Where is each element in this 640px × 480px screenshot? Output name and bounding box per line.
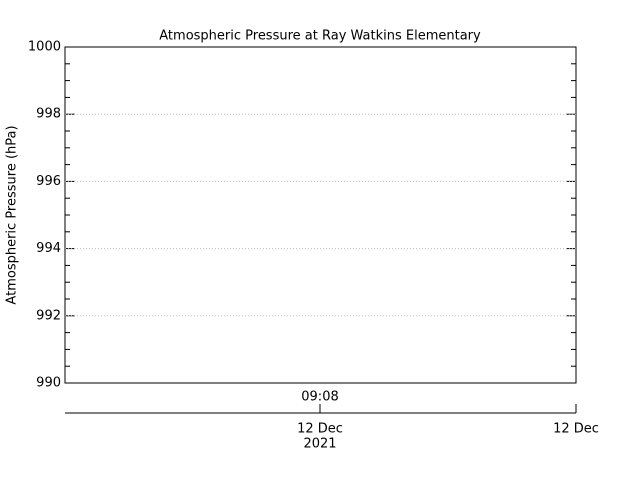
y-tick-label: 998 <box>36 107 61 122</box>
x-time-label: 09:08 <box>301 390 338 405</box>
y-tick-label: 1000 <box>28 40 61 55</box>
y-tick-label: 992 <box>36 308 61 323</box>
y-axis-label: Atmospheric Pressure (hPa) <box>5 125 20 304</box>
chart-title: Atmospheric Pressure at Ray Watkins Elem… <box>159 29 481 44</box>
y-tick-label: 990 <box>36 376 61 391</box>
plot-frame <box>64 46 577 384</box>
x-date-label: 12 Dec <box>553 422 599 437</box>
y-tick-label: 996 <box>36 174 61 189</box>
x-date-label: 12 Dec <box>297 422 343 437</box>
x-year-label: 2021 <box>303 437 336 452</box>
y-tick-label: 994 <box>36 241 61 256</box>
